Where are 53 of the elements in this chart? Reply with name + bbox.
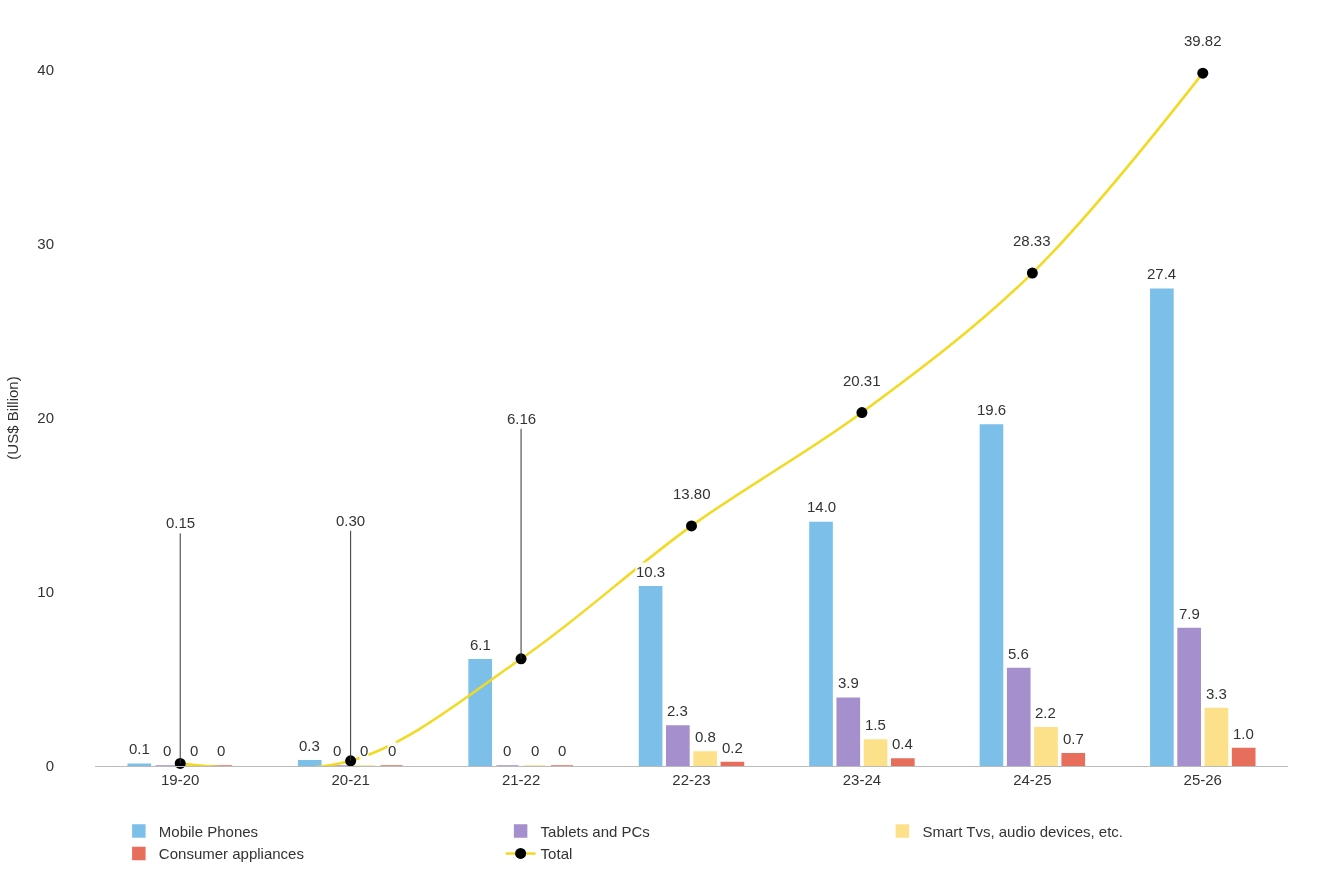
y-tick-label: 0 [45, 757, 54, 775]
data-label: 0 [360, 742, 369, 759]
data-label: 14.0 [807, 498, 837, 515]
legend-label: Consumer appliances [158, 845, 304, 863]
x-tick-label: 24-25 [1013, 771, 1052, 788]
data-label: 20.31 [843, 372, 881, 389]
data-label: 19.6 [977, 401, 1007, 418]
data-label: 0.1 [129, 740, 150, 757]
y-tick-label: 40 [37, 61, 54, 79]
data-label: 0 [503, 742, 512, 759]
data-label: 7.9 [1179, 605, 1200, 622]
x-tick-label: 19-20 [161, 771, 200, 788]
data-label: 0 [531, 742, 540, 759]
data-label: 0.2 [722, 739, 743, 756]
legend-label: Total [540, 845, 573, 863]
x-tick-label: 20-21 [331, 771, 370, 788]
x-tick-label: 21-22 [501, 771, 541, 788]
data-label: 0.8 [695, 728, 716, 745]
x-tick-label: 22-23 [672, 771, 711, 788]
data-label: 1.5 [865, 716, 886, 733]
data-label: 0.15 [166, 514, 196, 531]
data-label: 0 [388, 742, 397, 759]
data-label: 0 [190, 742, 199, 759]
y-tick-label: 10 [37, 583, 54, 601]
data-label: 0 [558, 742, 567, 759]
data-label: 3.3 [1206, 685, 1227, 702]
data-label: 0 [333, 742, 342, 759]
data-label: 6.16 [507, 410, 537, 427]
data-label: 13.80 [673, 485, 711, 502]
data-label: 27.4 [1147, 265, 1177, 282]
y-tick-label: 30 [37, 235, 54, 253]
data-label: 0 [163, 742, 172, 759]
data-label: 0.30 [336, 512, 366, 529]
data-label: 0.3 [299, 737, 320, 754]
data-label: 2.3 [667, 702, 688, 719]
legend-label: Smart Tvs, audio devices, etc. [922, 822, 1124, 840]
y-axis-title: (US$ Billion) [3, 376, 21, 460]
data-label: 0 [217, 742, 226, 759]
y-tick-label: 20 [37, 409, 54, 427]
data-label: 3.9 [838, 674, 859, 691]
data-label: 2.2 [1035, 704, 1056, 721]
data-label: 39.82 [1184, 32, 1222, 49]
data-label: 0.7 [1063, 730, 1084, 747]
data-label: 1.0 [1233, 725, 1254, 742]
data-label: 10.3 [636, 563, 666, 580]
data-label: 6.1 [470, 636, 491, 653]
legend-label: Mobile Phones [158, 822, 259, 840]
data-label: 28.33 [1013, 232, 1051, 249]
x-tick-label: 23-24 [842, 771, 882, 788]
data-label: 0.4 [892, 735, 913, 752]
legend-label: Tablets and PCs [540, 822, 650, 840]
data-label: 5.6 [1008, 645, 1029, 662]
x-tick-label: 25-26 [1183, 771, 1222, 788]
